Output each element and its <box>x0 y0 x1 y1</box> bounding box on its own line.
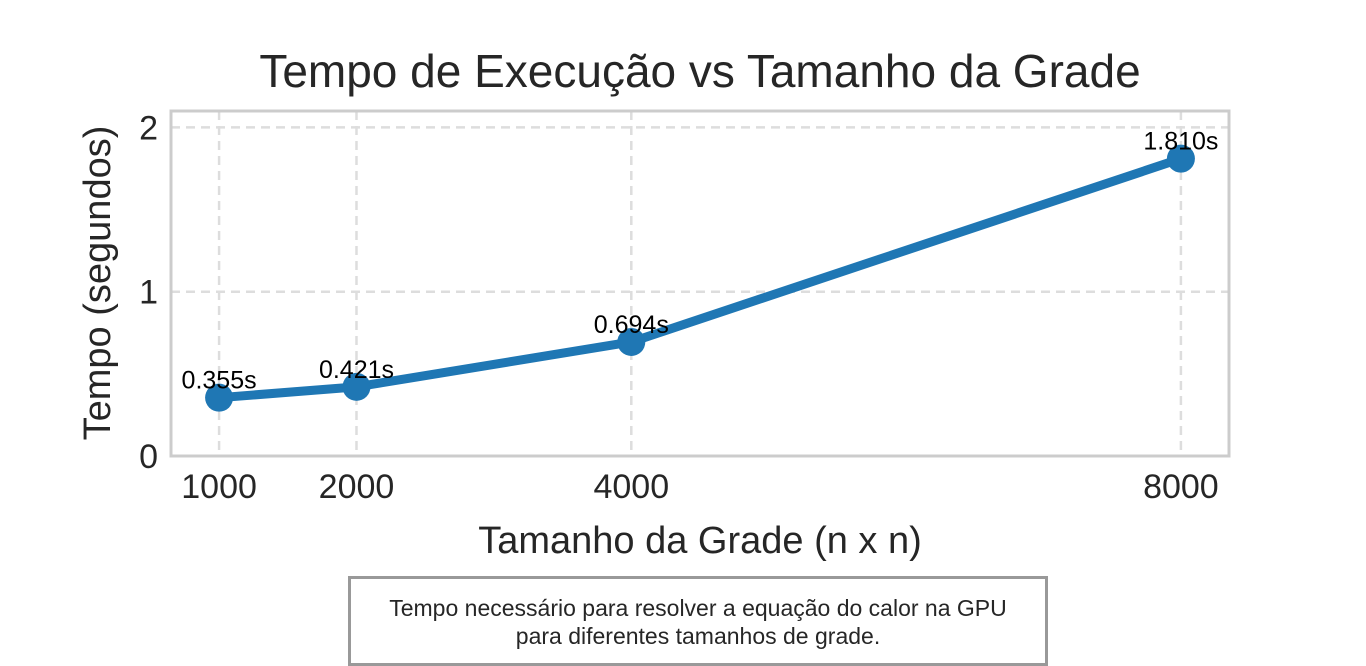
x-tick-label: 8000 <box>1143 468 1219 506</box>
y-tick-label: 0 <box>139 438 158 476</box>
data-label: 1.810s <box>1143 128 1218 156</box>
x-tick-label: 4000 <box>593 468 669 506</box>
series-time: 0.355s 0.421s 0.694s 1.810s <box>182 128 1218 412</box>
chart-title: Tempo de Execução vs Tamanho da Grade <box>259 45 1140 97</box>
data-point <box>617 327 646 356</box>
data-point <box>342 372 371 401</box>
y-axis-label: Tempo (segundos) <box>77 126 119 441</box>
data-label: 0.355s <box>182 367 257 395</box>
plot-frame <box>169 109 1231 458</box>
data-point <box>205 383 234 412</box>
x-axis-ticks: 1000 2000 4000 8000 <box>181 468 1218 506</box>
x-tick-label: 1000 <box>181 468 257 506</box>
y-axis-ticks: 0 1 2 <box>139 109 158 476</box>
caption-line-2: para diferentes tamanhos de grade. <box>515 623 881 649</box>
caption-line-1: Tempo necessário para resolver a equação… <box>389 595 1007 621</box>
execution-time-chart: Tempo de Execução vs Tamanho da Grade 10… <box>77 45 1231 562</box>
data-label: 0.694s <box>594 311 669 339</box>
x-axis-label: Tamanho da Grade (n x n) <box>478 520 922 562</box>
data-label: 0.421s <box>319 356 394 384</box>
caption-box: Tempo necessário para resolver a equação… <box>348 576 1048 666</box>
y-tick-label: 1 <box>139 274 158 312</box>
series-line <box>214 154 1186 403</box>
grid-lines <box>171 111 1229 456</box>
data-point <box>1166 144 1195 173</box>
y-tick-label: 2 <box>139 109 158 147</box>
x-tick-label: 2000 <box>319 468 395 506</box>
